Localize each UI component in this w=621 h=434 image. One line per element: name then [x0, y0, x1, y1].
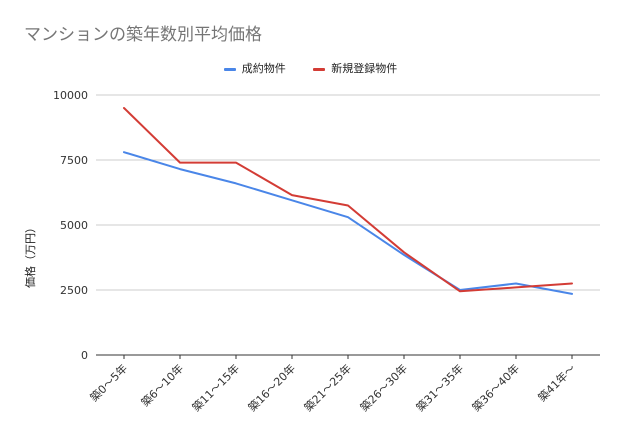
x-axis-ticks: 築0～5年 築6～10年 築11～15年 築16～20年 築21～25年 築26～30年築…: [87, 355, 578, 414]
legend-label-series-1: 成約物件: [241, 62, 286, 75]
chart-title: マンションの築年数別平均価格: [24, 25, 262, 45]
y-axis-ticks: 0 2500 5000 7500 10000: [53, 89, 88, 362]
legend-swatch-series-1: [223, 67, 236, 71]
x-tick-label: 築0～5年: [87, 361, 130, 404]
legend-item-series-2[interactable]: 新規登録物件: [313, 60, 397, 76]
legend-swatch-series-2: [313, 67, 326, 71]
x-tick-label: 築6～10年: [138, 361, 186, 409]
series-lines: [123, 107, 573, 295]
legend: 成約物件 新規登録物件: [0, 60, 621, 76]
legend-label-series-2: 新規登録物件: [331, 62, 398, 75]
y-axis-label: 価格（万円）: [23, 222, 37, 288]
series-line-2[interactable]: [123, 107, 573, 293]
legend-item-series-1[interactable]: 成約物件: [223, 60, 286, 76]
x-tick-label: 築21～25年: [301, 361, 354, 414]
x-tick-label: 築36～40年: [469, 361, 522, 414]
y-tick-label: 2500: [60, 284, 88, 297]
y-tick-label: 0: [81, 349, 88, 362]
x-tick-label: 築26～30年: [357, 361, 410, 414]
gridlines: [96, 94, 600, 356]
x-tick-label: 築31～35年: [413, 361, 466, 414]
x-tick-label: 築11～15年: [189, 361, 242, 414]
x-tick-label: 築41年～: [535, 361, 578, 404]
y-tick-label: 10000: [53, 89, 88, 102]
series-line-1[interactable]: [123, 151, 573, 295]
y-tick-label: 7500: [60, 154, 88, 167]
x-tick-label: 築16～20年: [245, 361, 298, 414]
y-tick-label: 5000: [60, 219, 88, 232]
